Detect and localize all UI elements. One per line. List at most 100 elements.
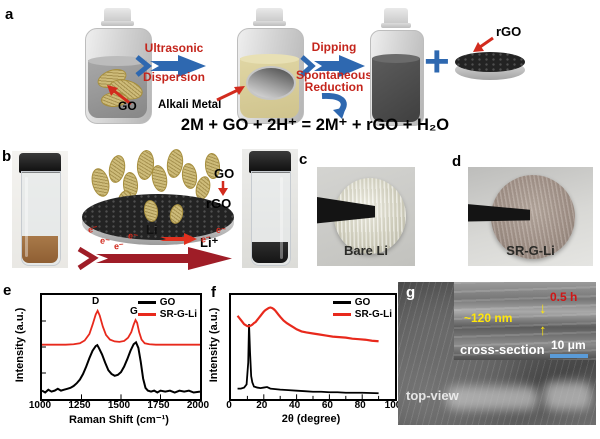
- xrd-legend: GO SR-G-Li: [332, 297, 392, 321]
- xrd-xtick: 100: [384, 400, 402, 411]
- alkali-metal-crucible: [246, 66, 296, 100]
- sem-time-label: 0.5 h: [550, 290, 578, 304]
- raman-srgli-curve: [42, 311, 200, 345]
- reacted-vial-photo: [242, 149, 298, 268]
- xrd-xtick: 0: [226, 400, 232, 411]
- blur-artifact: [446, 386, 538, 410]
- g-band-label: G: [130, 306, 138, 317]
- go-label-a: GO: [118, 99, 137, 113]
- raman-chart-panel: e Intensity (a.u.) D G GO: [0, 280, 209, 439]
- rgo-film-disk: [455, 48, 525, 82]
- panel-g-label: g: [406, 284, 416, 301]
- bottle-neck: [104, 8, 131, 25]
- xrd-xtick: 60: [321, 400, 333, 411]
- electron-label: e⁻: [200, 233, 212, 245]
- scale-bar: [550, 354, 588, 358]
- glass-highlight: [25, 177, 28, 257]
- legend-swatch-srgli: [137, 313, 156, 316]
- liquid-surface: [240, 54, 299, 64]
- electron-label: e⁻: [86, 223, 99, 235]
- go-label-b: GO: [214, 166, 235, 181]
- go-pointer-arrow: [107, 85, 132, 106]
- legend-swatch-go: [332, 301, 351, 304]
- legend-label-srgli: SR-G-Li: [159, 309, 197, 320]
- reaction-progress-arrow: [77, 246, 232, 271]
- rgo-mesh: [455, 52, 525, 72]
- xrd-xlabel: 2θ (degree): [281, 413, 341, 425]
- xrd-xtick: 80: [354, 400, 366, 411]
- legend-swatch-go: [137, 301, 156, 304]
- li-ion-arrow: [160, 233, 197, 245]
- rgo-label-b: rGO: [206, 196, 232, 211]
- panel-a-label: a: [5, 6, 14, 23]
- bottle-lip: [101, 21, 134, 26]
- step2-text-reduction: Reduction: [304, 80, 364, 94]
- bare-li-caption: Bare Li: [343, 243, 389, 258]
- bottle-lip: [253, 21, 286, 26]
- alkali-metal-label: Alkali Metal: [158, 99, 222, 111]
- bare-li-photo: Bare Li: [317, 167, 415, 266]
- raman-plot-canvas: [42, 295, 200, 399]
- legend-label-srgli: SR-G-Li: [354, 309, 392, 320]
- panel-c-label: c: [299, 151, 308, 168]
- panel-b-label: b: [2, 148, 12, 165]
- legend-label-go: GO: [354, 297, 371, 308]
- liquid-surface: [88, 56, 147, 66]
- raman-xtick: 1500: [107, 400, 131, 411]
- rgo-mesh-top: [82, 194, 234, 240]
- vial-cap: [19, 153, 61, 173]
- raman-xlabel: Raman Shift (cm⁻¹): [69, 414, 169, 426]
- go-vial: [19, 153, 61, 266]
- thickness-arrow-up-icon: ↑: [539, 322, 547, 339]
- legend-row: GO: [137, 297, 197, 308]
- sem-view-label: top-view: [406, 388, 459, 403]
- liquid-surface: [372, 54, 420, 63]
- d-band-label: D: [92, 296, 100, 307]
- bottle-neck: [384, 8, 408, 27]
- electron-label: e⁻: [215, 224, 227, 236]
- raman-xtick: 1000: [28, 400, 52, 411]
- glass-highlight: [280, 177, 283, 259]
- li-disk: [82, 194, 234, 250]
- sem-thickness-label: ~120 nm: [464, 311, 513, 325]
- step1-text-dispersion: Dispersion: [142, 70, 205, 84]
- go-dispersion-liquid: [22, 236, 58, 263]
- thickness-arrow-down-icon: ↓: [539, 300, 547, 317]
- blur-artifact: [544, 382, 592, 410]
- process-arrow-2: [300, 55, 365, 77]
- xrd-srgli-curve: [238, 307, 379, 341]
- sem-scale-label: 10 μm: [551, 338, 586, 352]
- step1-text-ultrasonic: Ultrasonic: [144, 41, 204, 55]
- sr-g-li-caption: SR-G-Li: [506, 243, 555, 258]
- panel-e-label: e: [3, 282, 12, 299]
- xrd-plot-canvas: [231, 295, 395, 399]
- xrd-go-curve: [238, 324, 379, 393]
- reduction-curved-arrow: [321, 93, 347, 119]
- legend-row: SR-G-Li: [332, 309, 392, 320]
- go-to-rgo-arrow: [218, 181, 228, 196]
- electron-label: e⁻: [127, 230, 139, 242]
- raman-xtick: 1250: [68, 400, 91, 411]
- bottle-lip: [381, 23, 411, 28]
- sem-image: g 0.5 h ~120 nm ↓ ↑ cross-section 10 μm …: [398, 282, 596, 425]
- xrd-plot: GO SR-G-Li: [229, 293, 397, 401]
- process-arrow-1: [135, 55, 206, 77]
- sem-cross-section-inset: [454, 282, 596, 360]
- sr-g-li-photo: SR-G-Li: [468, 167, 593, 266]
- raman-plot: D G GO SR-G-Li: [40, 293, 202, 401]
- legend-row: SR-G-Li: [137, 309, 197, 320]
- rgo-label-a: rGO: [496, 24, 522, 39]
- rgo-bottle: [370, 8, 424, 126]
- reaction-equation: 2M + GO + 2H⁺ = 2M⁺ + rGO + H₂O: [180, 116, 450, 134]
- reacted-vial: [249, 151, 291, 266]
- sem-section-label: cross-section: [460, 342, 545, 357]
- tweezers: [468, 204, 530, 222]
- step2-text-spontaneous: Spontaneous: [295, 68, 372, 82]
- xrd-ylabel: Intensity (a.u.): [208, 307, 220, 383]
- sediment: [252, 242, 288, 263]
- raman-xtick: 2000: [186, 400, 210, 411]
- bottle-neck: [256, 8, 283, 25]
- xrd-xtick: 40: [289, 400, 301, 411]
- panel-f-label: f: [211, 284, 216, 301]
